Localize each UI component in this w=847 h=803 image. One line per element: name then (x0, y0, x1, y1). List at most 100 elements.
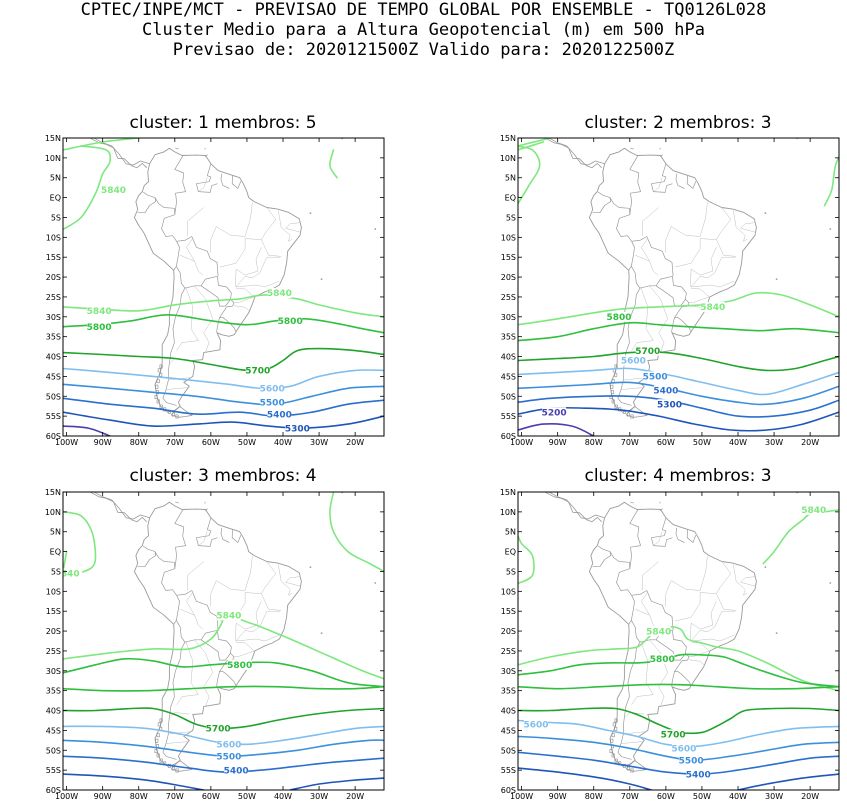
contour-label-bg (267, 409, 292, 420)
contour-label-bg (260, 383, 285, 394)
contour-5840 (63, 294, 384, 318)
state-border (166, 387, 190, 390)
contour-label-5400: 5400 (686, 770, 711, 780)
lat-tick-label: 5S (51, 213, 61, 222)
contour-label-bg (245, 365, 270, 376)
header-title-line-2: Cluster Medio para a Altura Geopotencial… (142, 20, 705, 40)
chile-island (630, 768, 634, 773)
country-border (592, 545, 612, 568)
contour-label-bg (635, 345, 660, 356)
contour-label-bg (216, 751, 241, 762)
island (320, 278, 323, 280)
lat-tick-label: 55S (501, 766, 516, 775)
chile-island (154, 395, 158, 400)
contour-label-bg (87, 321, 112, 332)
contour-label-5500: 5500 (216, 752, 241, 762)
state-border (690, 610, 736, 642)
contour-5300 (63, 773, 205, 790)
contour-label-bg (227, 659, 252, 670)
lat-tick-label: 60S (46, 432, 61, 441)
contour-label-5600: 5600 (216, 741, 241, 751)
island (659, 501, 661, 504)
contour-label-bg (267, 288, 292, 298)
chile-island (159, 718, 163, 723)
lon-tick-label: 40W (729, 792, 747, 801)
lat-tick-label: 10N (45, 508, 61, 517)
state-border (671, 556, 708, 591)
south-america-coastline (588, 501, 757, 767)
contour-5840 (329, 149, 338, 179)
country-border (154, 551, 176, 569)
lon-tick-label: 50W (238, 438, 256, 447)
header-title-line-3: Previsao de: 2020121500Z Valido para: 20… (172, 40, 675, 60)
state-border (716, 207, 737, 257)
contour-label-5500: 5500 (260, 398, 285, 408)
chile-island (626, 766, 630, 771)
contour-label-5800: 5800 (650, 655, 675, 665)
lat-tick-label: 15S (46, 253, 61, 262)
chile-island (610, 384, 614, 389)
lat-tick-label: 40S (46, 353, 61, 362)
island (339, 132, 341, 134)
country-border (686, 175, 697, 189)
lat-tick-label: 25S (501, 293, 516, 302)
central-america-coastline (548, 492, 605, 520)
map-panel-1-plot: 5840 5840 5840 5800 5800 5700 5600 5500 5400 5300 (63, 132, 384, 436)
lat-tick-label: 35S (501, 687, 516, 696)
country-border (184, 275, 218, 289)
lat-tick-label: 25S (501, 647, 516, 656)
lon-tick-label: 20W (801, 438, 819, 447)
country-border (219, 306, 237, 332)
lon-tick-label: 100W (510, 792, 533, 801)
country-border (137, 191, 157, 214)
lon-tick-label: 50W (238, 792, 256, 801)
contour-label-bg (643, 371, 668, 382)
state-border (285, 576, 301, 587)
state-border (209, 580, 217, 607)
island (829, 582, 832, 584)
state-border (278, 564, 291, 590)
contour-label-5200: 5200 (542, 408, 567, 418)
country-border (184, 629, 218, 643)
lon-tick-label: 70W (621, 438, 639, 447)
lat-tick-label: 15N (45, 134, 61, 143)
island (204, 147, 206, 150)
lon-tick-label: 60W (657, 438, 675, 447)
contour-label-bg (224, 765, 249, 776)
country-border (631, 590, 674, 631)
contour-label-5600: 5600 (523, 721, 548, 731)
chile-island (610, 390, 614, 395)
state-border (690, 247, 717, 288)
state-border (674, 238, 717, 268)
state-border (235, 601, 262, 642)
island (764, 212, 767, 215)
contour-5500 (518, 381, 839, 406)
contour-label-5800: 5800 (606, 313, 631, 323)
state-border (653, 531, 663, 546)
lat-tick-label: 15S (501, 253, 516, 262)
island (320, 632, 323, 634)
lat-tick-label: 45S (501, 726, 516, 735)
state-border (642, 207, 659, 237)
island (764, 566, 767, 568)
contour-label-5700: 5700 (206, 725, 231, 735)
state-border (216, 556, 253, 591)
lon-tick-label: 80W (585, 438, 603, 447)
lat-tick-label: 20S (46, 273, 61, 282)
contour-label-5840: 5840 (216, 611, 241, 621)
state-border (649, 286, 668, 353)
lon-tick-label: 20W (346, 792, 364, 801)
contour-label-5840: 5840 (87, 307, 112, 317)
contour-5840 (518, 625, 839, 692)
lat-tick-label: 50S (501, 746, 516, 755)
island (775, 278, 778, 280)
state-border (743, 589, 748, 596)
contour-label-bg (650, 653, 675, 664)
state-border (642, 561, 659, 591)
chile-island (614, 758, 618, 763)
contour-label-5800: 5800 (87, 323, 112, 333)
lat-tick-label: 15S (501, 607, 516, 616)
lat-tick-label: 15S (46, 607, 61, 616)
state-border (187, 561, 204, 591)
